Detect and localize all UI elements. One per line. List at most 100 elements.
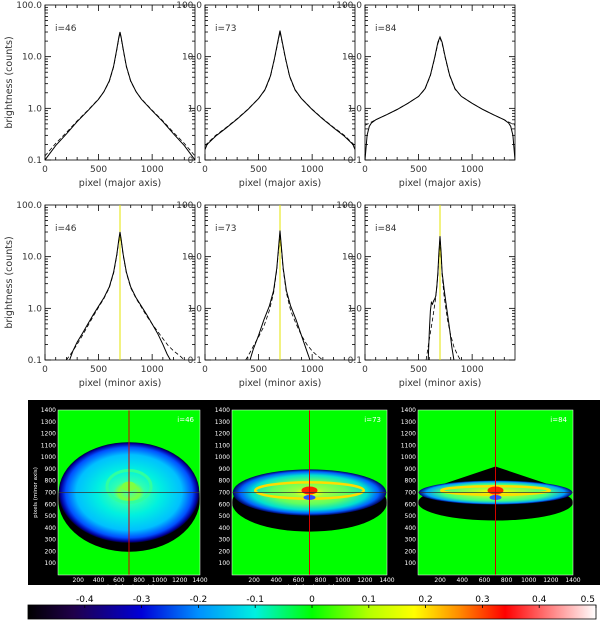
- map-x-tick-label: 1000: [521, 577, 536, 584]
- map-x-tick-label: 800: [501, 577, 513, 584]
- x-axis-label: pixel (major axis): [399, 178, 481, 189]
- colorbar-tick-label: -0.2: [190, 595, 208, 605]
- map-y-tick-label: 900: [405, 466, 417, 473]
- inclination-label: i=73: [215, 24, 237, 34]
- map-inclination-label: i=46: [177, 416, 194, 424]
- map-x-tick-label: 600: [479, 577, 491, 584]
- map-y-tick-label: 1100: [41, 442, 56, 449]
- map-y-tick-label: 800: [405, 478, 417, 485]
- observed-profile-line: [205, 30, 355, 150]
- y-tick-label: 100.0: [16, 201, 42, 211]
- map-y-tick-label: 100: [45, 560, 57, 567]
- y-axis-label: brightness (counts): [4, 236, 15, 328]
- map-y-tick-label: 300: [219, 537, 231, 544]
- colorbar-tick-label: 0.5: [581, 595, 595, 605]
- map-y-tick-label: 200: [219, 548, 231, 555]
- map-y-tick-label: 500: [219, 513, 231, 520]
- map-frame: [417, 409, 574, 576]
- map-y-tick-label: 400: [405, 525, 417, 532]
- map-x-tick-label: 1200: [543, 577, 558, 584]
- y-tick-label: 1.0: [188, 104, 203, 114]
- y-tick-label: 0.1: [348, 356, 362, 366]
- x-tick-label: 1000: [461, 365, 484, 375]
- map-x-tick-label: 1000: [335, 577, 350, 584]
- map-y-tick-label: 700: [219, 490, 231, 497]
- observed-profile-line: [45, 31, 195, 160]
- y-tick-label: 1.0: [28, 104, 43, 114]
- map-y-tick-label: 1200: [41, 431, 56, 438]
- x-tick-label: 1000: [141, 165, 164, 175]
- y-tick-label: 10.0: [182, 53, 202, 63]
- map-frame: [231, 409, 388, 576]
- map-y-tick-label: 900: [219, 466, 231, 473]
- residual-map-map-46: 200 400 600 800 1000 1200 1400 100 200 300 400 500 6…: [33, 407, 208, 590]
- map-y-tick-label: 200: [405, 548, 417, 555]
- inclination-label: i=84: [375, 224, 397, 234]
- x-axis-label: pixel (minor axis): [399, 378, 482, 389]
- map-y-tick-label: 500: [405, 513, 417, 520]
- observed-profile-line: [249, 230, 311, 360]
- x-tick-label: 500: [90, 165, 107, 175]
- y-tick-label: 0.1: [28, 356, 42, 366]
- y-tick-label: 1.0: [188, 304, 203, 314]
- x-tick-label: 1000: [301, 365, 324, 375]
- map-y-tick-label: 1000: [41, 454, 56, 461]
- map-y-tick-label: 1000: [401, 454, 416, 461]
- y-tick-label: 0.1: [188, 156, 202, 166]
- map-x-tick-label: 1400: [565, 577, 580, 584]
- map-x-axis-label: pixels (major axis): [284, 584, 335, 590]
- map-y-tick-label: 400: [45, 525, 57, 532]
- model-profile-line: [66, 233, 185, 360]
- map-y-tick-label: 800: [219, 478, 231, 485]
- x-tick-label: 500: [410, 365, 427, 375]
- inclination-label: i=73: [215, 224, 237, 234]
- observed-profile-line: [427, 236, 455, 360]
- map-x-tick-label: 1200: [172, 577, 187, 584]
- colorbar-tick-label: 0.2: [418, 595, 432, 605]
- x-tick-label: 500: [410, 165, 427, 175]
- x-tick-label: 1000: [301, 165, 324, 175]
- colorbar-tick-label: 0.1: [362, 595, 376, 605]
- map-y-tick-label: 1200: [401, 431, 416, 438]
- y-tick-label: 0.1: [348, 156, 362, 166]
- map-inclination-label: i=84: [550, 416, 567, 424]
- map-y-tick-label: 300: [405, 537, 417, 544]
- y-tick-label: 10.0: [22, 253, 42, 263]
- y-tick-label: 10.0: [342, 253, 362, 263]
- profile-panel-major-84: 0.1 1.0 10.0 100.0 0 500 1000 pixel (major axis…: [336, 1, 516, 189]
- y-tick-label: 0.1: [188, 356, 202, 366]
- map-y-tick-label: 1400: [401, 407, 416, 414]
- y-tick-label: 100.0: [16, 1, 42, 11]
- colorbar-tick-label: -0.3: [133, 595, 151, 605]
- y-tick-label: 1.0: [28, 304, 43, 314]
- inclination-label: i=84: [375, 24, 397, 34]
- profile-panel-major-73: 0.1 1.0 10.0 100.0 0 500 1000 pixel (major axis…: [176, 1, 356, 189]
- map-x-tick-label: 600: [113, 577, 125, 584]
- y-tick-label: 10.0: [22, 53, 42, 63]
- map-frame: [57, 409, 201, 576]
- map-y-tick-label: 100: [219, 560, 231, 567]
- map-y-tick-label: 1000: [215, 454, 230, 461]
- x-tick-label: 500: [250, 365, 267, 375]
- x-tick-label: 0: [202, 365, 208, 375]
- map-y-tick-label: 100: [405, 560, 417, 567]
- map-y-tick-label: 1300: [401, 419, 416, 426]
- map-x-axis-label: pixels (major axis): [104, 584, 155, 590]
- map-y-tick-label: 600: [45, 501, 57, 508]
- x-tick-label: 500: [90, 365, 107, 375]
- x-tick-label: 1000: [461, 165, 484, 175]
- colorbar-tick-label: -0.1: [246, 595, 264, 605]
- y-tick-label: 100.0: [176, 1, 202, 11]
- map-y-tick-label: 700: [405, 490, 417, 497]
- map-x-tick-label: 600: [293, 577, 305, 584]
- map-inclination-label: i=73: [364, 416, 381, 424]
- map-x-tick-label: 400: [93, 577, 105, 584]
- map-x-tick-label: 1400: [192, 577, 207, 584]
- colorbar-tick-label: 0.3: [475, 595, 489, 605]
- y-tick-label: 1.0: [348, 104, 363, 114]
- map-x-tick-label: 200: [73, 577, 85, 584]
- model-profile-line: [205, 31, 355, 146]
- map-y-tick-label: 300: [45, 537, 57, 544]
- x-tick-label: 0: [42, 365, 48, 375]
- model-profile-line: [365, 36, 515, 126]
